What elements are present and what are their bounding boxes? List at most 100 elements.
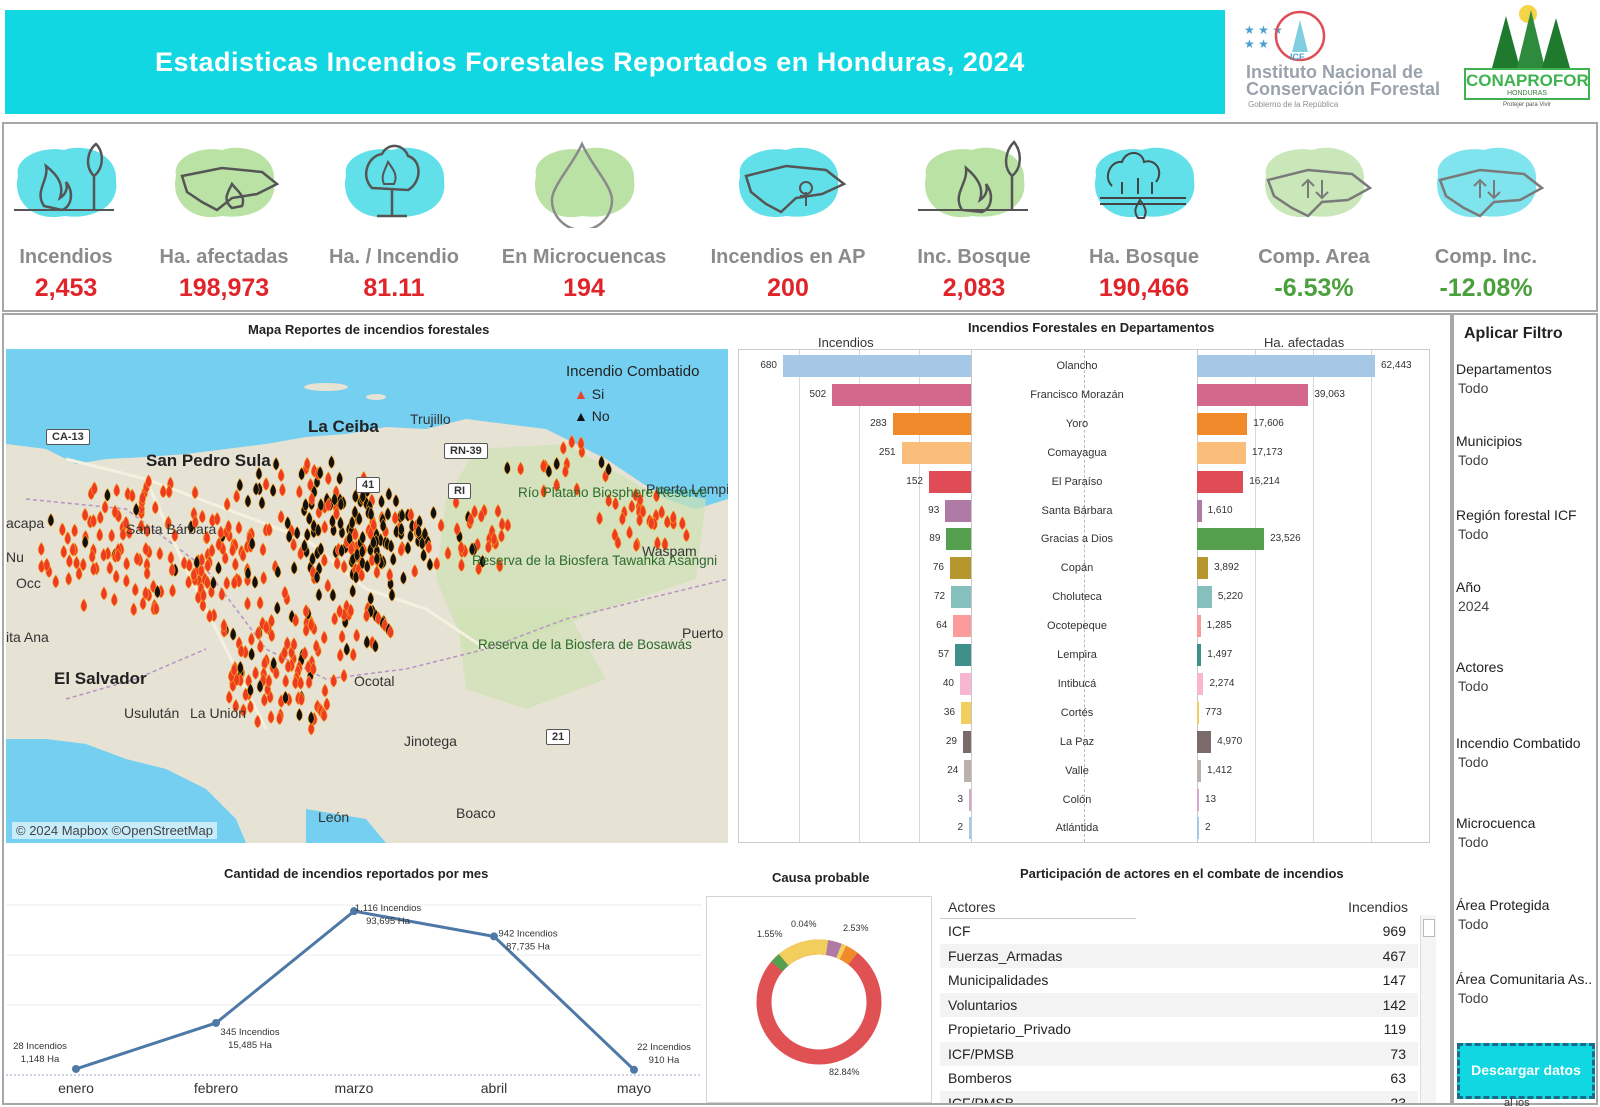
fire-marker[interactable] — [498, 516, 506, 531]
fire-marker[interactable] — [262, 620, 270, 634]
fire-marker[interactable] — [128, 488, 136, 503]
fire-marker[interactable] — [398, 521, 405, 536]
fire-marker[interactable] — [218, 587, 226, 601]
fire-marker[interactable] — [229, 542, 236, 557]
fire-marker[interactable] — [284, 515, 292, 530]
fire-marker[interactable] — [255, 466, 263, 481]
kpi-inc-bosque[interactable]: Inc. Bosque 2,083 — [899, 124, 1049, 310]
fire-marker[interactable] — [614, 535, 622, 550]
fire-marker[interactable] — [65, 571, 72, 586]
fire-marker[interactable] — [59, 522, 66, 537]
kpi-ha-incendio[interactable]: Ha. / Incendio 81.11 — [314, 124, 474, 310]
filter-value[interactable]: Todo — [1458, 452, 1489, 468]
fire-marker[interactable] — [231, 575, 238, 590]
fire-marker[interactable] — [256, 595, 264, 610]
fire-marker[interactable] — [333, 506, 340, 521]
fire-marker[interactable] — [315, 587, 323, 602]
fire-marker[interactable] — [154, 584, 161, 599]
actores-row[interactable]: ICF/PMSB 23 — [940, 1090, 1418, 1103]
fire-marker[interactable] — [104, 487, 111, 502]
monthly-point[interactable] — [212, 1018, 220, 1027]
fire-marker[interactable] — [265, 673, 273, 688]
fire-marker[interactable] — [372, 638, 379, 653]
fire-marker[interactable] — [156, 546, 164, 561]
fire-marker[interactable] — [325, 497, 332, 512]
fire-marker[interactable] — [240, 703, 247, 718]
fire-marker[interactable] — [388, 587, 396, 602]
fire-marker[interactable] — [504, 460, 511, 475]
fire-marker[interactable] — [307, 617, 315, 632]
fire-marker[interactable] — [237, 643, 245, 658]
fire-marker[interactable] — [139, 596, 147, 611]
fire-marker[interactable] — [338, 543, 345, 558]
fire-marker[interactable] — [123, 573, 130, 588]
filter-value[interactable]: 2024 — [1458, 598, 1490, 614]
fire-marker[interactable] — [223, 497, 231, 511]
fire-marker[interactable] — [337, 496, 345, 511]
fire-marker[interactable] — [193, 555, 201, 569]
fire-marker[interactable] — [313, 569, 321, 584]
fire-marker[interactable] — [282, 673, 290, 688]
fire-marker[interactable] — [378, 494, 385, 509]
fire-marker[interactable] — [167, 550, 175, 565]
fire-marker[interactable] — [303, 456, 311, 471]
fire-marker[interactable] — [229, 627, 237, 641]
fire-marker[interactable] — [192, 514, 199, 529]
fire-marker[interactable] — [152, 601, 160, 616]
fire-marker[interactable] — [237, 660, 244, 675]
fire-marker[interactable] — [430, 505, 437, 520]
fire-marker[interactable] — [165, 484, 173, 499]
fire-marker[interactable] — [304, 527, 311, 542]
fire-marker[interactable] — [252, 665, 259, 680]
fire-marker[interactable] — [359, 530, 366, 545]
filter-value[interactable]: Todo — [1458, 834, 1489, 850]
fire-marker[interactable] — [329, 587, 337, 602]
fire-marker[interactable] — [244, 565, 252, 580]
department-incendios-bar[interactable] — [953, 615, 971, 638]
fire-marker[interactable] — [145, 474, 152, 489]
fire-marker[interactable] — [663, 514, 671, 529]
fire-marker[interactable] — [199, 509, 206, 524]
fire-marker[interactable] — [653, 488, 660, 503]
fire-marker[interactable] — [111, 504, 119, 519]
map-canvas[interactable] — [6, 349, 728, 843]
fire-marker[interactable] — [293, 525, 301, 540]
fire-marker[interactable] — [343, 642, 351, 656]
department-incendios-bar[interactable] — [945, 499, 971, 522]
fire-marker[interactable] — [425, 539, 433, 554]
fire-marker[interactable] — [223, 575, 231, 590]
fire-marker[interactable] — [336, 648, 344, 662]
fire-marker[interactable] — [314, 523, 322, 537]
fire-marker[interactable] — [235, 520, 243, 535]
department-ha-bar[interactable] — [1197, 412, 1248, 435]
department-row[interactable]: 29 La Paz 4,970 — [739, 728, 1431, 757]
fire-marker[interactable] — [358, 544, 366, 559]
actores-row[interactable]: ICF 969 — [940, 919, 1418, 944]
fire-marker[interactable] — [305, 511, 313, 526]
fire-marker[interactable] — [415, 524, 422, 538]
fire-marker[interactable] — [363, 634, 371, 649]
fire-marker[interactable] — [562, 464, 569, 478]
fire-marker[interactable] — [169, 583, 176, 598]
actores-row[interactable]: Voluntarios 142 — [940, 992, 1418, 1017]
fire-marker[interactable] — [336, 471, 343, 486]
actores-row[interactable]: Bomberos 63 — [940, 1066, 1418, 1091]
monthly-point[interactable] — [350, 907, 358, 916]
filter-microcuenca[interactable]: Microcuenca Todo — [1456, 815, 1596, 850]
monthly-point[interactable] — [72, 1064, 80, 1073]
department-row[interactable]: 2 Atlántida 2 — [739, 814, 1431, 843]
fire-marker[interactable] — [363, 608, 370, 623]
department-incendios-bar[interactable] — [961, 701, 971, 724]
fire-marker[interactable] — [165, 515, 172, 530]
fire-marker[interactable] — [274, 600, 281, 615]
department-row[interactable]: 502 Francisco Morazán 39,063 — [739, 381, 1431, 410]
filter-value[interactable]: Todo — [1458, 526, 1489, 542]
fire-marker[interactable] — [387, 624, 394, 639]
fire-marker[interactable] — [485, 539, 492, 554]
fire-marker[interactable] — [282, 690, 289, 705]
fire-marker[interactable] — [168, 562, 176, 577]
department-incendios-bar[interactable] — [955, 644, 971, 666]
department-ha-bar[interactable] — [1197, 441, 1246, 464]
fire-marker[interactable] — [309, 661, 317, 676]
fire-marker[interactable] — [213, 511, 221, 526]
